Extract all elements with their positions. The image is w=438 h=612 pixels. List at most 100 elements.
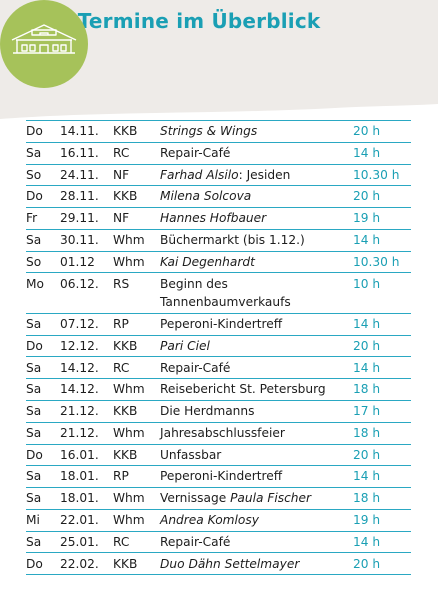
event-row: Sa 16.11. RC Repair-Café 14 h — [26, 143, 411, 165]
event-location: NF — [113, 211, 130, 226]
event-day: Sa — [26, 360, 42, 375]
event-location: KKB — [113, 189, 138, 204]
event-date: 24.11. — [60, 167, 99, 182]
event-day: So — [26, 167, 42, 182]
event-location: Whm — [113, 382, 145, 397]
event-day: Sa — [26, 382, 42, 397]
event-title-part: Büchermarkt (bis 1.12.) — [160, 233, 305, 247]
event-row: Sa 14.12. RC Repair-Café 14 h — [26, 357, 411, 380]
event-location: Whm — [113, 233, 145, 247]
event-time: 20 h — [353, 338, 381, 353]
event-location: Whm — [113, 512, 145, 527]
event-time: 18 h — [353, 382, 381, 397]
event-day: Sa — [26, 316, 42, 331]
event-time: 20 h — [353, 124, 381, 139]
event-time: 10 h — [353, 276, 381, 291]
event-title: Hannes Hofbauer — [160, 209, 353, 228]
event-row: Do 16.01. KKB Unfassbar 20 h — [26, 445, 411, 467]
event-time: 17 h — [353, 404, 381, 419]
event-title: Milena Solcova — [160, 187, 353, 206]
event-time: 20 h — [353, 556, 381, 571]
event-title: Reisebericht St. Petersburg — [160, 380, 353, 399]
event-day: Do — [26, 338, 43, 353]
event-title: Repair-Café — [160, 359, 353, 378]
event-time: 14 h — [353, 233, 381, 247]
event-day: Do — [26, 189, 43, 204]
event-day: Mo — [26, 276, 44, 291]
event-row: Do 28.11. KKB Milena Solcova 20 h — [26, 186, 411, 209]
event-location: RP — [113, 469, 129, 484]
event-time: 20 h — [353, 447, 381, 462]
event-title-part: Repair-Café — [160, 145, 231, 160]
event-row: Sa 21.12. KKB Die Herdmanns 17 h — [26, 401, 411, 423]
event-date: 25.01. — [60, 534, 99, 549]
event-day: Sa — [26, 469, 42, 484]
event-row: So 01.12 Whm Kai Degenhardt 10.30 h — [26, 252, 411, 274]
event-day: Sa — [26, 534, 42, 549]
event-location: Whm — [113, 254, 145, 269]
event-title-part: Paula Fischer — [230, 491, 312, 506]
event-title-part: Vernissage — [160, 491, 231, 506]
event-title: Jahresabschlussfeier — [160, 424, 353, 443]
event-title-part: Repair-Café — [160, 534, 231, 549]
event-date: 14.12. — [60, 382, 99, 397]
event-location: RC — [113, 360, 130, 375]
event-date: 21.12. — [60, 404, 99, 419]
event-row: Sa 18.01. Whm Vernissage Paula Fischer 18 h — [26, 488, 411, 510]
event-day: Sa — [26, 425, 42, 440]
event-row: Mi 22.01. Whm Andrea Komlosy 19 h — [26, 510, 411, 532]
logo-badge — [0, 0, 88, 88]
event-day: Do — [26, 124, 43, 139]
event-row: Do 14.11. KKB Strings & Wings 20 h — [26, 121, 411, 143]
event-title-part: Jahresabschlussfeier — [160, 425, 285, 440]
event-date: 12.12. — [60, 338, 99, 353]
event-title-part: Repair-Café — [160, 360, 231, 375]
event-title-part: Peperoni-Kindertreff — [160, 316, 283, 331]
event-title: Vernissage Paula Fischer — [160, 489, 353, 508]
event-time: 14 h — [353, 469, 381, 484]
building-icon — [11, 24, 77, 54]
event-time: 18 h — [353, 425, 381, 440]
event-title-part: Farhad Alsilo — [160, 167, 239, 182]
event-time: 14 h — [353, 316, 381, 331]
event-location: RS — [113, 276, 130, 291]
event-day: Do — [26, 447, 43, 462]
event-location: NF — [113, 167, 130, 182]
event-day: So — [26, 254, 42, 269]
event-day: Do — [26, 556, 43, 571]
event-time: 18 h — [353, 491, 381, 506]
event-title-part: Beginn des Tannenbaumverkaufs — [160, 276, 291, 310]
event-location: Whm — [113, 425, 145, 440]
event-location: RC — [113, 534, 130, 549]
event-location: KKB — [113, 338, 138, 353]
event-title: Duo Dähn Settelmayer — [160, 555, 353, 574]
event-location: RC — [113, 145, 130, 160]
event-date: 22.02. — [60, 556, 99, 571]
event-title-part: Die Herdmanns — [160, 404, 255, 419]
event-title-part: Kai Degenhardt — [160, 254, 255, 269]
event-day: Sa — [26, 233, 42, 247]
event-title: Unfassbar — [160, 446, 353, 465]
event-title: Peperoni-Kindertreff — [160, 315, 353, 334]
event-row: Do 12.12. KKB Pari Ciel 20 h — [26, 336, 411, 358]
event-title: Repair-Café — [160, 533, 353, 552]
event-date: 29.11. — [60, 211, 99, 226]
event-title-part: Reisebericht St. Petersburg — [160, 382, 326, 397]
event-date: 14.12. — [60, 360, 99, 375]
event-title: Repair-Café — [160, 144, 353, 163]
event-title: Andrea Komlosy — [160, 511, 353, 530]
event-location: KKB — [113, 404, 138, 419]
event-date: 21.12. — [60, 425, 99, 440]
event-date: 18.01. — [60, 491, 99, 506]
event-date: 22.01. — [60, 512, 99, 527]
event-date: 18.01. — [60, 469, 99, 484]
event-row: Sa 21.12. Whm Jahresabschlussfeier 18 h — [26, 423, 411, 445]
event-row: Sa 25.01. RC Repair-Café 14 h — [26, 532, 411, 554]
event-row: Sa 18.01. RP Peperoni-Kindertreff 14 h — [26, 466, 411, 489]
event-row: So 24.11. NF Farhad Alsilo: Jesiden 10.30 h — [26, 165, 411, 187]
event-day: Mi — [26, 512, 40, 527]
event-title-part: Unfassbar — [160, 447, 222, 462]
event-title-part: Pari Ciel — [160, 338, 210, 353]
event-time: 19 h — [353, 211, 381, 226]
event-time: 14 h — [353, 360, 381, 375]
